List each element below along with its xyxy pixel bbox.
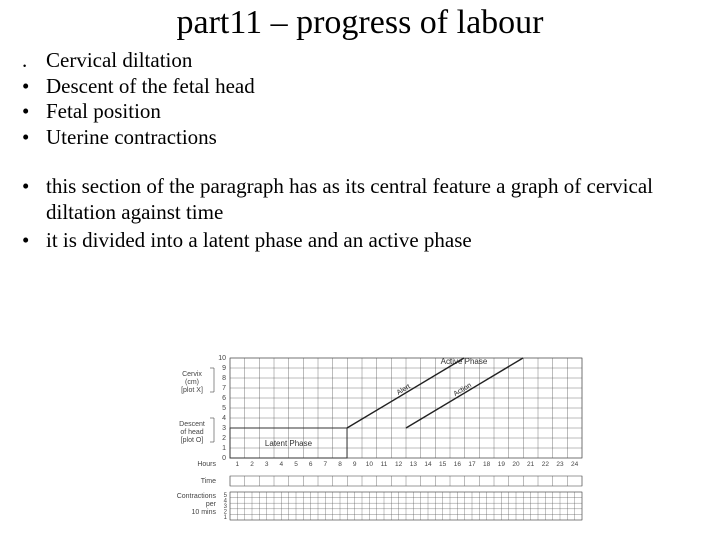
svg-text:3: 3	[224, 504, 228, 510]
svg-text:1: 1	[222, 445, 226, 452]
svg-text:3: 3	[222, 425, 226, 432]
svg-text:[plot X]: [plot X]	[181, 387, 203, 394]
svg-text:Descent: Descent	[179, 421, 205, 428]
chart-svg: 012345678910Cervix(cm)[plot X]Descentof …	[170, 352, 600, 527]
svg-text:5: 5	[294, 461, 298, 468]
svg-text:4: 4	[222, 415, 226, 422]
svg-text:11: 11	[381, 461, 388, 468]
svg-text:14: 14	[424, 461, 432, 468]
svg-text:19: 19	[498, 461, 506, 468]
bullet-marker: •	[22, 174, 46, 225]
svg-text:3: 3	[265, 461, 269, 468]
bullet-text: it is divided into a latent phase and an…	[46, 228, 720, 254]
bullet-text: Fetal position	[46, 99, 720, 125]
svg-text:22: 22	[542, 461, 550, 468]
slide-title: part11 – progress of labour	[0, 4, 720, 42]
svg-text:18: 18	[483, 461, 491, 468]
svg-text:Hours: Hours	[197, 461, 216, 468]
list-item: . Cervical diltation	[22, 48, 720, 74]
svg-text:1: 1	[224, 515, 228, 521]
svg-text:2: 2	[222, 435, 226, 442]
svg-text:[plot O]: [plot O]	[181, 437, 204, 444]
list-item: • it is divided into a latent phase and …	[22, 228, 720, 254]
svg-text:17: 17	[468, 461, 476, 468]
svg-text:6: 6	[222, 395, 226, 402]
partograph-chart: 012345678910Cervix(cm)[plot X]Descentof …	[170, 352, 600, 527]
svg-text:12: 12	[395, 461, 403, 468]
mid-bullet-list: • this section of the paragraph has as i…	[22, 174, 720, 253]
svg-text:5: 5	[222, 405, 226, 412]
svg-text:10: 10	[218, 355, 226, 362]
svg-text:9: 9	[222, 365, 226, 372]
list-item: • Descent of the fetal head	[22, 74, 720, 100]
svg-text:16: 16	[454, 461, 462, 468]
svg-text:4: 4	[280, 461, 284, 468]
bullet-marker: •	[22, 228, 46, 254]
svg-text:of head: of head	[180, 429, 203, 436]
bullet-marker: •	[22, 74, 46, 100]
bullet-marker: .	[22, 48, 46, 74]
svg-text:1: 1	[236, 461, 240, 468]
top-bullet-list: . Cervical diltation • Descent of the fe…	[22, 48, 720, 150]
svg-text:9: 9	[353, 461, 357, 468]
svg-text:20: 20	[512, 461, 520, 468]
list-item: • Uterine contractions	[22, 125, 720, 151]
svg-text:7: 7	[222, 385, 226, 392]
svg-text:15: 15	[439, 461, 447, 468]
svg-text:Time: Time	[201, 478, 216, 485]
bullet-text: Descent of the fetal head	[46, 74, 720, 100]
svg-text:6: 6	[309, 461, 313, 468]
bullet-text: Uterine contractions	[46, 125, 720, 151]
svg-text:24: 24	[571, 461, 579, 468]
svg-text:0: 0	[222, 455, 226, 462]
bullet-text: Cervical diltation	[46, 48, 720, 74]
svg-text:4: 4	[224, 498, 228, 504]
svg-text:21: 21	[527, 461, 535, 468]
svg-text:2: 2	[224, 510, 228, 516]
svg-text:8: 8	[222, 375, 226, 382]
svg-text:Active Phase: Active Phase	[441, 357, 488, 366]
svg-text:8: 8	[338, 461, 342, 468]
svg-text:10: 10	[366, 461, 374, 468]
svg-text:7: 7	[324, 461, 328, 468]
svg-text:Latent Phase: Latent Phase	[265, 439, 313, 448]
bullet-marker: •	[22, 99, 46, 125]
svg-text:Cervix: Cervix	[182, 371, 202, 378]
svg-text:per: per	[206, 501, 217, 508]
svg-text:5: 5	[224, 493, 228, 499]
list-item: • Fetal position	[22, 99, 720, 125]
svg-text:10 mins: 10 mins	[191, 509, 216, 516]
svg-text:23: 23	[556, 461, 564, 468]
svg-text:Contractions: Contractions	[177, 493, 217, 500]
list-item: • this section of the paragraph has as i…	[22, 174, 720, 225]
svg-text:(cm): (cm)	[185, 379, 199, 386]
bullet-marker: •	[22, 125, 46, 151]
svg-text:2: 2	[250, 461, 254, 468]
svg-text:13: 13	[410, 461, 418, 468]
bullet-text: this section of the paragraph has as its…	[46, 174, 720, 225]
